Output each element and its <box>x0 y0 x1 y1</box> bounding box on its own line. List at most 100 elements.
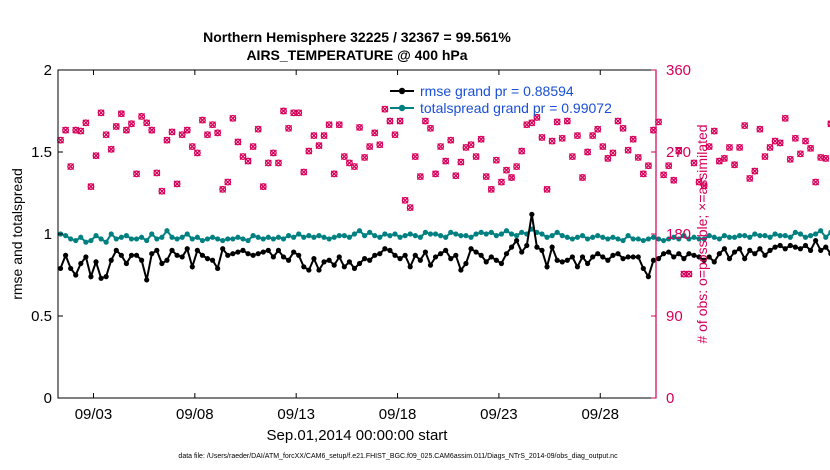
totalspread-point <box>296 231 302 237</box>
rmse-point <box>569 254 575 260</box>
obs-assimilated-marker <box>675 147 683 155</box>
obs-possible-marker <box>513 163 521 171</box>
rmse-point <box>508 244 515 250</box>
rmse-point <box>169 247 175 253</box>
obs-assimilated-marker <box>604 154 612 162</box>
obs-x-stroke <box>563 117 571 125</box>
obs-possible-marker <box>427 124 434 132</box>
obs-assimilated-marker <box>224 178 232 186</box>
obs-possible-marker <box>634 154 642 161</box>
obs-assimilated-marker <box>285 124 293 132</box>
totalspread-point <box>655 236 662 242</box>
obs-assimilated-marker <box>97 109 105 117</box>
chart-title-line-1: Northern Hemisphere 32225 / 32367 = 99.5… <box>203 29 511 45</box>
y-tick-label: 2 <box>44 62 52 79</box>
obs-possible-marker <box>259 183 267 191</box>
obs-assimilated-marker <box>229 114 237 122</box>
obs-x-stroke <box>133 170 141 178</box>
obs-possible-marker <box>280 107 287 115</box>
obs-x-stroke <box>487 185 495 193</box>
obs-assimilated-marker <box>563 117 571 125</box>
rmse-point <box>432 254 439 260</box>
obs-x-stroke <box>543 185 551 193</box>
obs-x-stroke <box>796 150 804 158</box>
obs-x-stroke <box>472 153 480 161</box>
obs-possible-marker <box>102 131 110 139</box>
obs-possible-marker <box>786 155 794 163</box>
obs-assimilated-marker <box>406 204 414 212</box>
rmse-point <box>813 237 819 244</box>
totalspread-point <box>225 236 231 242</box>
legend-rmse-label: rmse grand pr = 0.88594 <box>420 83 574 99</box>
obs-x-stroke <box>295 109 303 117</box>
obs-assimilated-marker <box>249 143 257 150</box>
rmse-point <box>514 237 520 244</box>
obs-x-stroke <box>812 178 820 186</box>
totalspread-point <box>453 231 459 237</box>
obs-x-stroke <box>148 126 156 134</box>
rmse-point <box>539 247 545 253</box>
totalspread-point <box>108 231 114 237</box>
obs-possible-marker <box>366 143 374 150</box>
rmse-point <box>128 252 135 258</box>
totalspread-point <box>767 234 773 240</box>
obs-x-stroke <box>513 163 521 171</box>
obs-assimilated-marker <box>731 161 739 169</box>
totalspread-point <box>569 236 575 242</box>
obs-x-stroke <box>188 143 196 150</box>
rmse-point <box>184 246 190 252</box>
y-axis-left: 0 0.5 1 1.5 2 <box>31 62 63 407</box>
obs-x-stroke <box>497 178 505 186</box>
obs-x-stroke <box>67 163 75 171</box>
obs-assimilated-marker <box>67 163 75 171</box>
totalspread-point <box>93 233 99 239</box>
totalspread-point <box>73 237 79 244</box>
obs-assimilated-marker <box>188 143 196 150</box>
totalspread-point <box>554 229 560 235</box>
totalspread-point <box>336 233 342 239</box>
obs-x-stroke <box>249 143 257 150</box>
obs-assimilated-marker <box>366 143 374 150</box>
rmse-point <box>807 247 814 253</box>
x-tick-label: 09/13 <box>277 406 315 423</box>
totalspread-point <box>802 234 809 240</box>
rmse-point <box>650 257 657 263</box>
obs-assimilated-marker <box>791 134 799 142</box>
totalspread-point <box>356 228 363 234</box>
obs-assimilated-marker <box>351 163 358 171</box>
obs-possible-marker <box>442 157 450 165</box>
obs-x-stroke <box>756 125 764 133</box>
rmse-point <box>483 259 489 265</box>
obs-x-stroke <box>183 126 191 134</box>
obs-possible-marker <box>700 182 708 190</box>
obs-assimilated-marker <box>391 131 399 139</box>
rmse-point <box>427 262 434 268</box>
obs-x-stroke <box>685 270 693 278</box>
obs-x-stroke <box>315 142 323 150</box>
rmse-point <box>681 256 687 262</box>
totalspread-point <box>579 233 586 239</box>
obs-assimilated-marker <box>421 117 429 125</box>
totalspread-point <box>787 234 793 240</box>
obs-x-stroke <box>700 182 708 190</box>
obs-possible-marker <box>726 143 733 151</box>
totalspread-point <box>514 233 520 239</box>
obs-possible-marker <box>437 143 445 150</box>
obs-assimilated-marker <box>315 142 323 150</box>
obs-x-stroke <box>437 143 445 150</box>
obs-x-stroke <box>736 143 744 151</box>
totalspread-point <box>417 234 423 240</box>
rmse-point <box>174 252 180 258</box>
obs-possible-marker <box>97 109 105 117</box>
totalspread-point <box>78 234 84 240</box>
rmse-point <box>215 265 221 272</box>
rmse-point <box>772 244 778 250</box>
totalspread-point <box>68 236 74 242</box>
obs-assimilated-marker <box>305 147 313 155</box>
obs-x-stroke <box>168 128 176 136</box>
obs-assimilated-marker <box>112 123 120 130</box>
totalspread-point <box>83 239 89 245</box>
totalspread-point <box>777 233 783 239</box>
obs-possible-marker <box>209 121 217 129</box>
obs-assimilated-marker <box>133 170 141 178</box>
